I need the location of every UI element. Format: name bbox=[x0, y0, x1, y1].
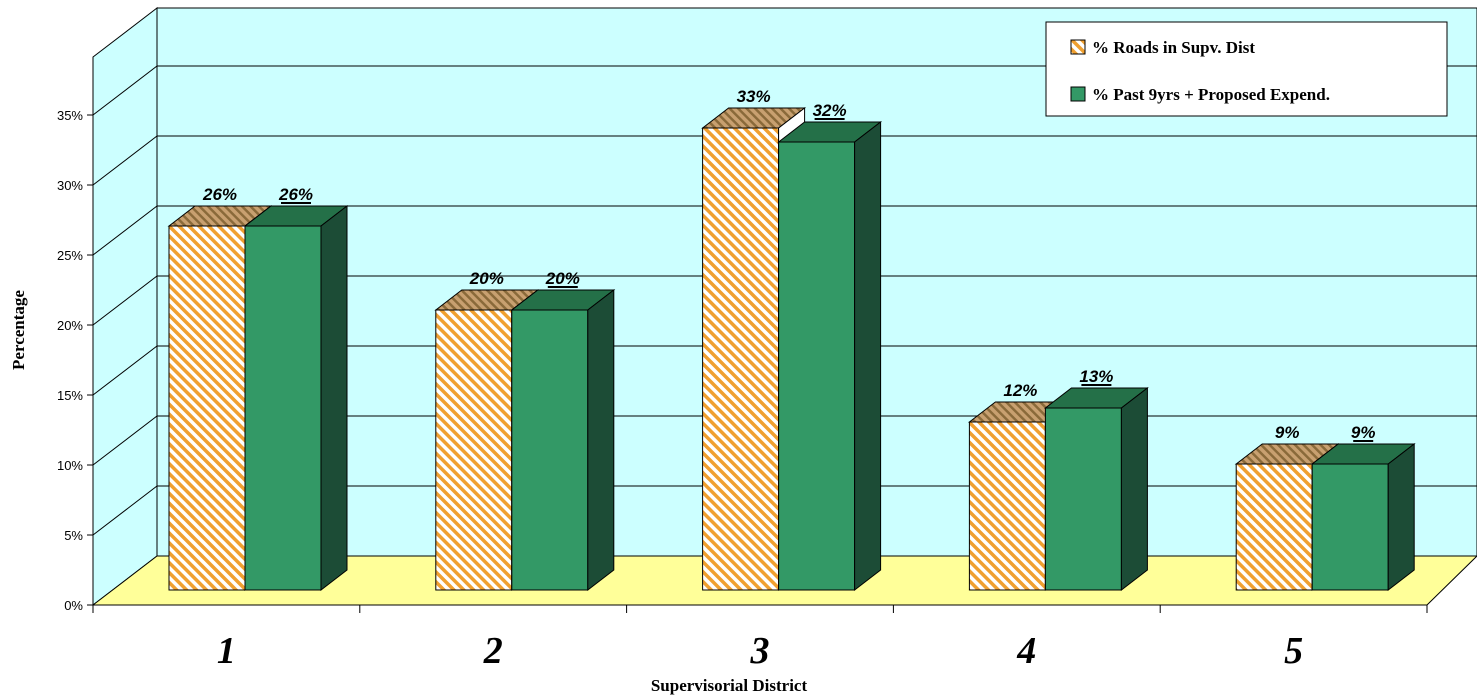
bar-front bbox=[1235, 463, 1313, 591]
data-label: 12% bbox=[1003, 381, 1037, 400]
bar-front bbox=[1311, 463, 1389, 591]
x-axis-title: Supervisorial District bbox=[651, 676, 808, 695]
y-tick-label: 30% bbox=[57, 178, 83, 193]
bar-front bbox=[244, 225, 322, 591]
gridline-side bbox=[92, 485, 158, 536]
data-label: 20% bbox=[469, 269, 504, 288]
legend: % Roads in Supv. Dist % Past 9yrs + Prop… bbox=[1045, 21, 1448, 117]
legend-swatch-expend bbox=[1070, 86, 1086, 102]
data-label: 33% bbox=[737, 87, 771, 106]
legend-swatch-roads bbox=[1070, 39, 1086, 55]
bar bbox=[1043, 386, 1149, 592]
y-axis-ticks: 0% 5% 10% 15% 20% 25% 30% 35% bbox=[57, 108, 94, 613]
data-label: 13% bbox=[1079, 367, 1113, 386]
bar bbox=[510, 288, 616, 592]
y-tick-label: 0% bbox=[64, 598, 83, 613]
data-label: 20% bbox=[545, 269, 580, 288]
bar-front bbox=[168, 225, 246, 591]
bar-side bbox=[320, 204, 348, 592]
legend-label-expend: % Past 9yrs + Proposed Expend. bbox=[1092, 85, 1330, 104]
x-tick-label: 3 bbox=[750, 630, 770, 672]
x-axis-ticks: 1 2 3 4 5 bbox=[92, 604, 1428, 672]
bar-front bbox=[435, 309, 513, 591]
bar-front bbox=[511, 309, 589, 591]
data-label: 9% bbox=[1275, 423, 1300, 442]
gridline-side bbox=[92, 345, 158, 396]
bar-side bbox=[587, 288, 615, 592]
bar-front bbox=[702, 127, 780, 591]
legend-label-roads: % Roads in Supv. Dist bbox=[1092, 38, 1255, 57]
x-tick-label: 2 bbox=[483, 630, 503, 672]
x-tick-label: 4 bbox=[1016, 630, 1036, 672]
gridline-side bbox=[92, 205, 158, 256]
bar-side bbox=[1120, 386, 1148, 592]
data-label: 26% bbox=[202, 185, 237, 204]
y-tick-label: 10% bbox=[57, 458, 83, 473]
gridline-side bbox=[92, 275, 158, 326]
bar-side bbox=[854, 120, 882, 592]
bar bbox=[1310, 442, 1416, 592]
y-tick-label: 15% bbox=[57, 388, 83, 403]
gridline-side bbox=[92, 415, 158, 466]
data-label: 26% bbox=[278, 185, 313, 204]
legend-box bbox=[1045, 21, 1448, 117]
x-tick-label: 1 bbox=[217, 630, 236, 672]
y-tick-label: 25% bbox=[57, 248, 83, 263]
y-tick-label: 5% bbox=[64, 528, 83, 543]
y-tick-label: 20% bbox=[57, 318, 83, 333]
x-tick-label: 5 bbox=[1284, 630, 1303, 672]
bar-front bbox=[778, 141, 856, 591]
bar bbox=[777, 120, 883, 592]
y-axis-title: Percentage bbox=[9, 290, 28, 370]
bar-front bbox=[1044, 407, 1122, 591]
y-tick-label: 35% bbox=[57, 108, 83, 123]
bar-side bbox=[1387, 442, 1415, 592]
bar-front bbox=[968, 421, 1046, 591]
data-label: 32% bbox=[813, 101, 847, 120]
gridline-side bbox=[92, 135, 158, 186]
side-wall bbox=[92, 6, 158, 607]
data-label: 9% bbox=[1351, 423, 1376, 442]
bars: 26% 26% 20% 20% 33% 32% 12% 13% 9% 9% bbox=[167, 87, 1416, 592]
gridline-side bbox=[92, 65, 158, 116]
bar bbox=[243, 204, 349, 592]
